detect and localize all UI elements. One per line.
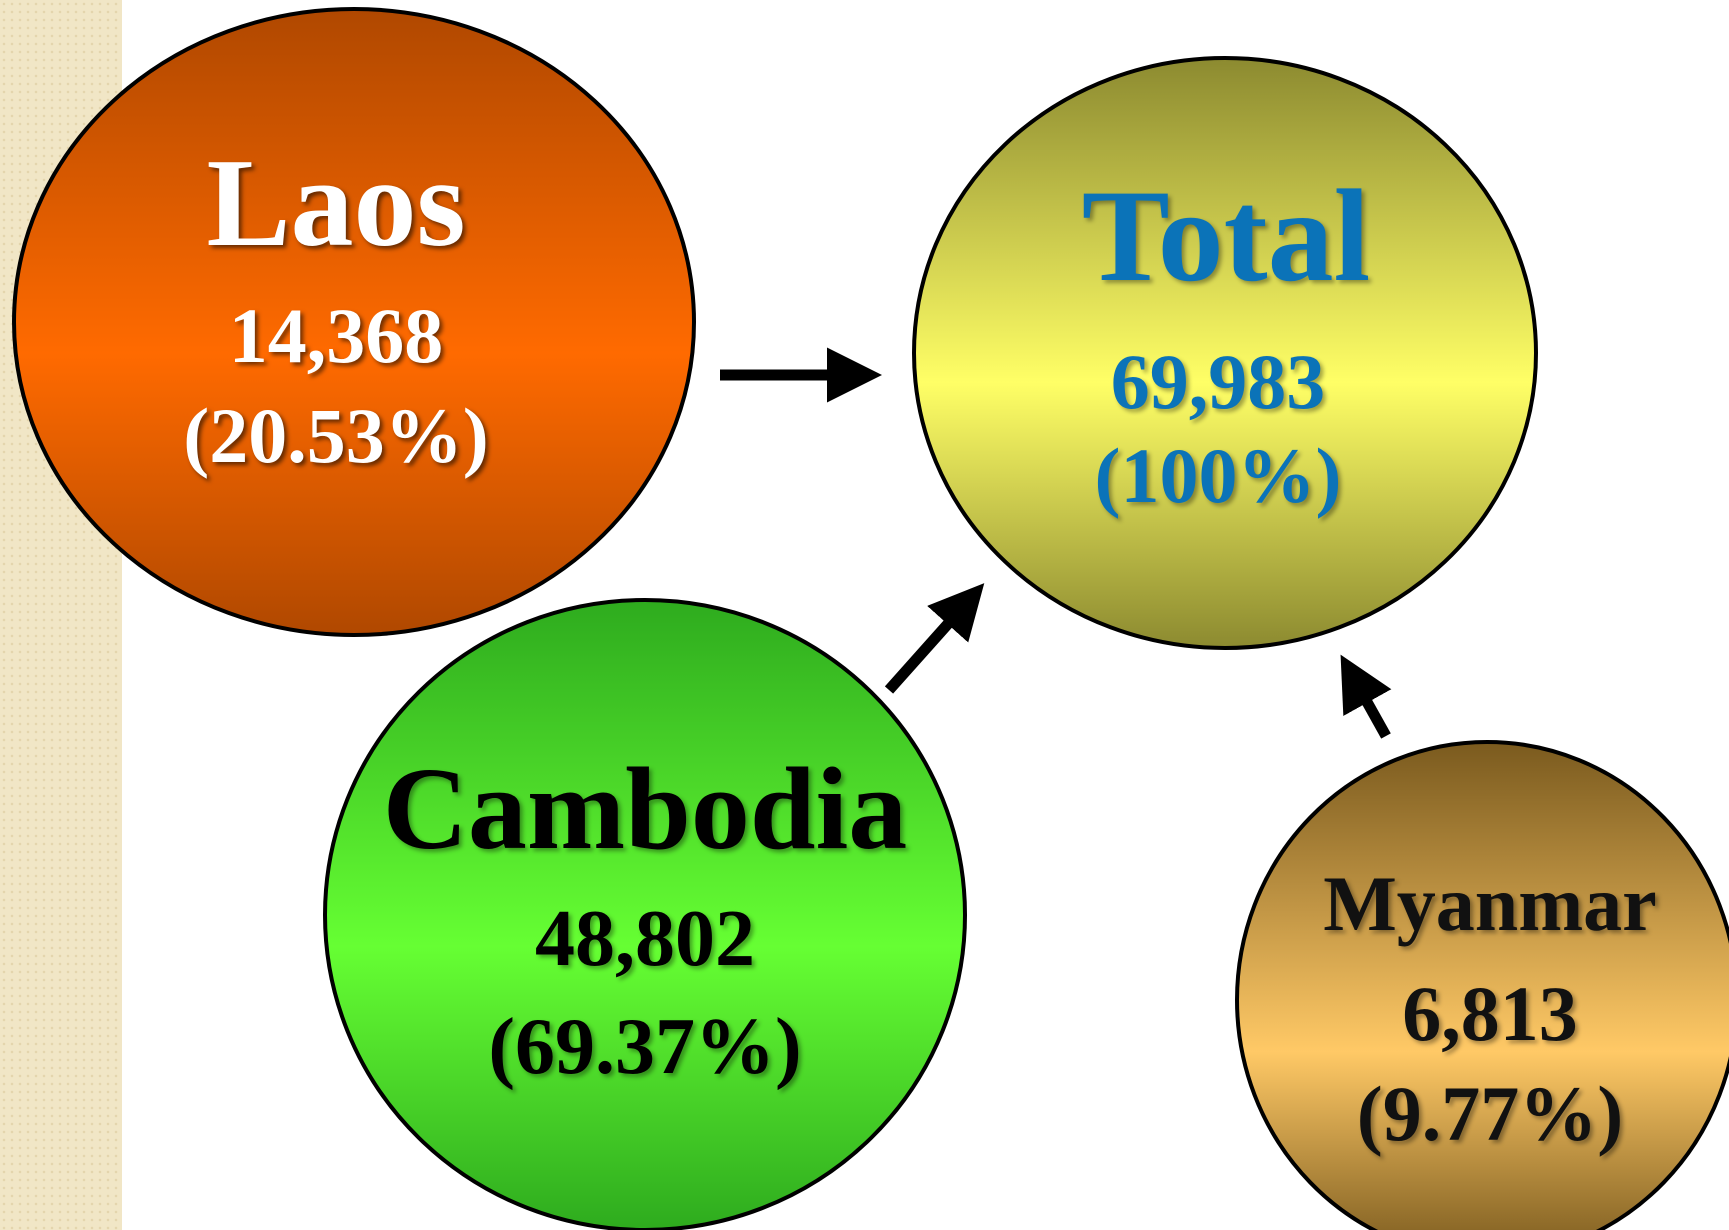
node-cambodia-name: Cambodia	[383, 743, 908, 874]
node-myanmar: Myanmar 6,813 (9.77%)	[1235, 740, 1729, 1230]
node-myanmar-share: (9.77%)	[1357, 1070, 1623, 1157]
node-total-name: Total	[1082, 162, 1371, 309]
node-total-share: (100%)	[1095, 432, 1342, 519]
node-laos-name: Laos	[206, 134, 465, 273]
node-laos: Laos 14,368 (20.53%)	[12, 7, 696, 637]
node-cambodia: Cambodia 48,802 (69.37%)	[323, 598, 967, 1230]
node-laos-circle	[12, 7, 696, 637]
edge-cambodia-to-total	[884, 583, 985, 694]
node-myanmar-value: 6,813	[1402, 970, 1578, 1057]
node-total-circle	[912, 56, 1538, 650]
node-cambodia-share: (69.37%)	[488, 1003, 801, 1091]
node-total: Total 69,983 (100%)	[912, 56, 1538, 650]
node-cambodia-value: 48,802	[535, 895, 755, 983]
node-laos-share: (20.53%)	[183, 392, 488, 479]
node-laos-value: 14,368	[229, 292, 444, 379]
node-myanmar-circle	[1235, 740, 1729, 1230]
node-myanmar-name: Myanmar	[1323, 860, 1657, 947]
node-cambodia-circle	[323, 598, 967, 1230]
node-total-value: 69,983	[1111, 338, 1326, 425]
edge-myanmar-to-total	[1340, 654, 1392, 739]
